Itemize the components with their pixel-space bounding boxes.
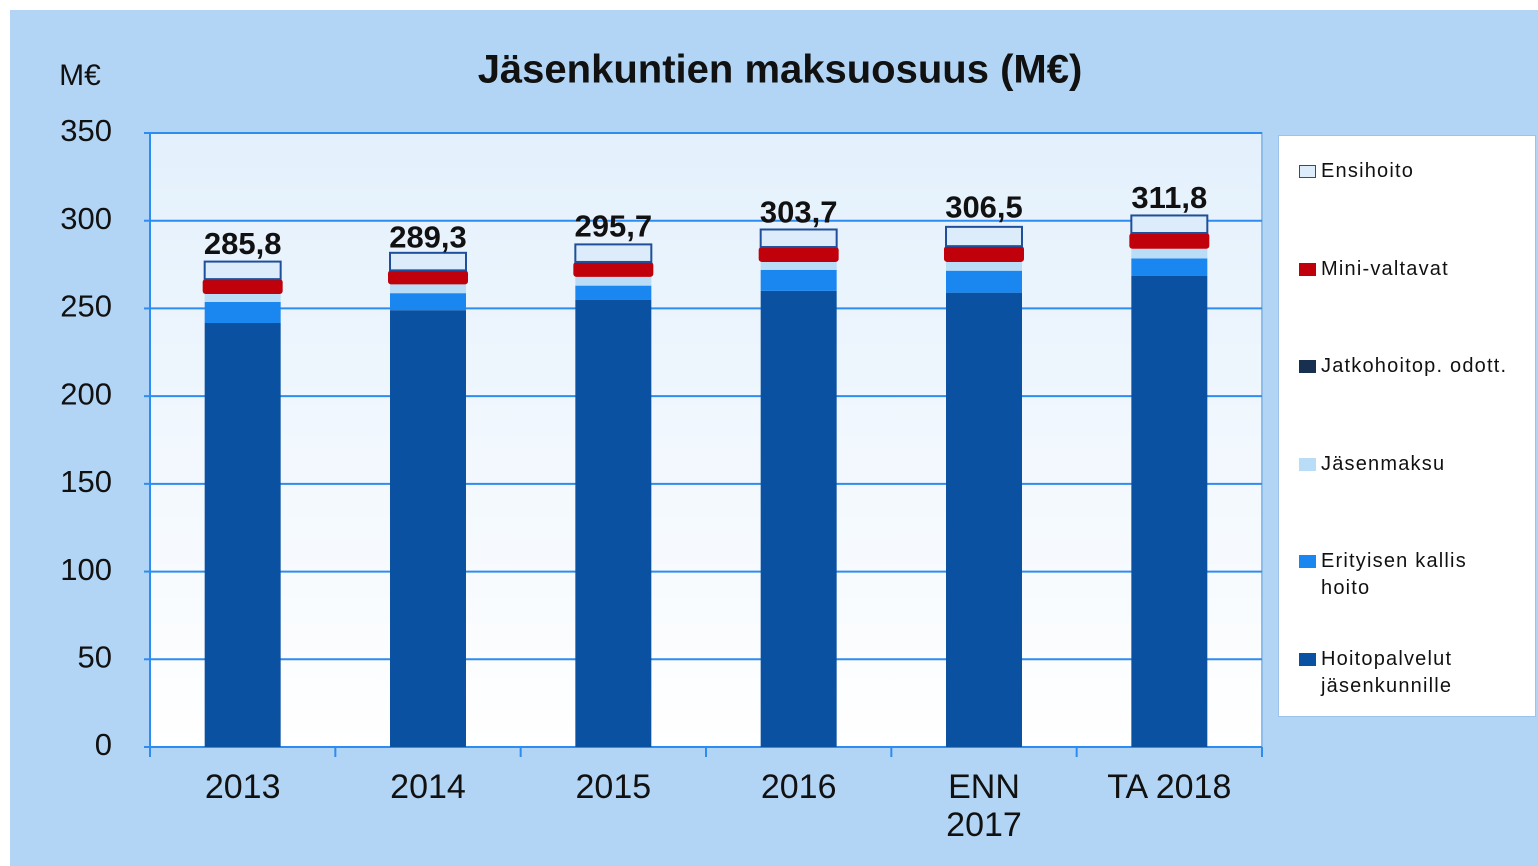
bar-segment <box>574 243 653 263</box>
y-axis-label: M€ <box>59 59 101 92</box>
bar-segment <box>388 270 468 285</box>
chart-title: Jäsenkuntien maksuosuus (M€) <box>478 48 1083 92</box>
legend-swatch <box>1299 360 1316 373</box>
legend-label: Jatkohoitop. odott. <box>1321 355 1508 377</box>
x-tick-label: 2016 <box>761 768 837 806</box>
y-tick-label: 50 <box>78 639 112 674</box>
bar-segment <box>389 251 467 272</box>
legend: Ensihoito Mini-valtavat Jatkohoitop. odott… <box>1278 135 1536 717</box>
legend-label: Ensihoito <box>1321 160 1415 182</box>
bar-segment <box>575 299 652 747</box>
bar-segment <box>575 285 652 300</box>
bar-segment <box>760 261 837 270</box>
legend-swatch <box>1299 457 1316 471</box>
y-tick-label: 100 <box>60 552 112 587</box>
legend-swatch <box>1299 555 1316 568</box>
bar-segment <box>390 293 466 311</box>
bar-segment <box>390 284 466 294</box>
y-tick-label: 150 <box>60 464 112 499</box>
bar-segment <box>946 270 1022 293</box>
bar-segment <box>1131 248 1208 259</box>
x-tick-label: 2014 <box>390 768 466 806</box>
bar-segment <box>204 322 281 747</box>
y-tick-label: 0 <box>95 727 112 762</box>
legend-item: Hoitopalvelut jäsenkunnille <box>1299 646 1511 700</box>
legend-label: Mini-valtavat <box>1321 257 1449 280</box>
legend-label: Erityisen kallis hoito <box>1321 550 1467 599</box>
legend-label: Jäsenmaksu <box>1321 452 1446 475</box>
total-label: 303,7 <box>760 194 838 229</box>
bar-segment <box>758 247 839 262</box>
bar-segment <box>575 276 652 286</box>
bar-segment <box>1129 232 1210 249</box>
bar-segment <box>203 260 282 281</box>
bar-segment <box>760 269 837 291</box>
x-tick-label: ENN 2017 <box>946 768 1022 844</box>
total-label: 295,7 <box>575 208 653 243</box>
plot-area <box>149 132 1263 748</box>
bar-segment <box>760 290 837 747</box>
bar-segment <box>204 301 281 323</box>
x-tick-label: TA 2018 <box>1107 768 1231 806</box>
bar-segment <box>1131 275 1208 747</box>
bar-segment <box>759 228 838 249</box>
legend-swatch <box>1299 652 1316 666</box>
bar-segment <box>946 292 1022 747</box>
bar-segment <box>573 261 654 277</box>
legend-item: Jäsenmaksu <box>1299 451 1511 478</box>
bar-segment <box>202 279 283 295</box>
bar-segment <box>945 225 1023 248</box>
bar-segment <box>946 261 1022 271</box>
bar-segment <box>1130 214 1209 234</box>
total-label: 289,3 <box>389 220 467 255</box>
legend-item: Mini-valtavat <box>1299 256 1511 283</box>
y-tick-label: 300 <box>60 201 112 236</box>
total-label: 311,8 <box>1131 180 1207 215</box>
legend-swatch <box>1299 165 1316 178</box>
legend-item: Erityisen kallis hoito <box>1299 548 1511 602</box>
legend-item: Jatkohoitop. odott. <box>1299 353 1511 380</box>
total-label: 285,8 <box>204 226 282 261</box>
y-tick-label: 200 <box>60 376 112 411</box>
legend-item: Ensihoito <box>1299 158 1511 185</box>
y-tick-label: 250 <box>60 289 112 324</box>
legend-swatch <box>1299 262 1316 276</box>
total-label: 306,5 <box>945 189 1023 224</box>
y-tick-label: 350 <box>60 113 112 148</box>
bar-segment <box>390 310 466 747</box>
legend-label: Hoitopalvelut jäsenkunnille <box>1321 647 1453 697</box>
x-tick-label: 2015 <box>576 768 652 806</box>
bar-segment <box>944 246 1024 262</box>
bar-segment <box>204 294 281 302</box>
x-tick-label: 2013 <box>205 768 281 806</box>
bar-segment <box>1131 258 1208 276</box>
